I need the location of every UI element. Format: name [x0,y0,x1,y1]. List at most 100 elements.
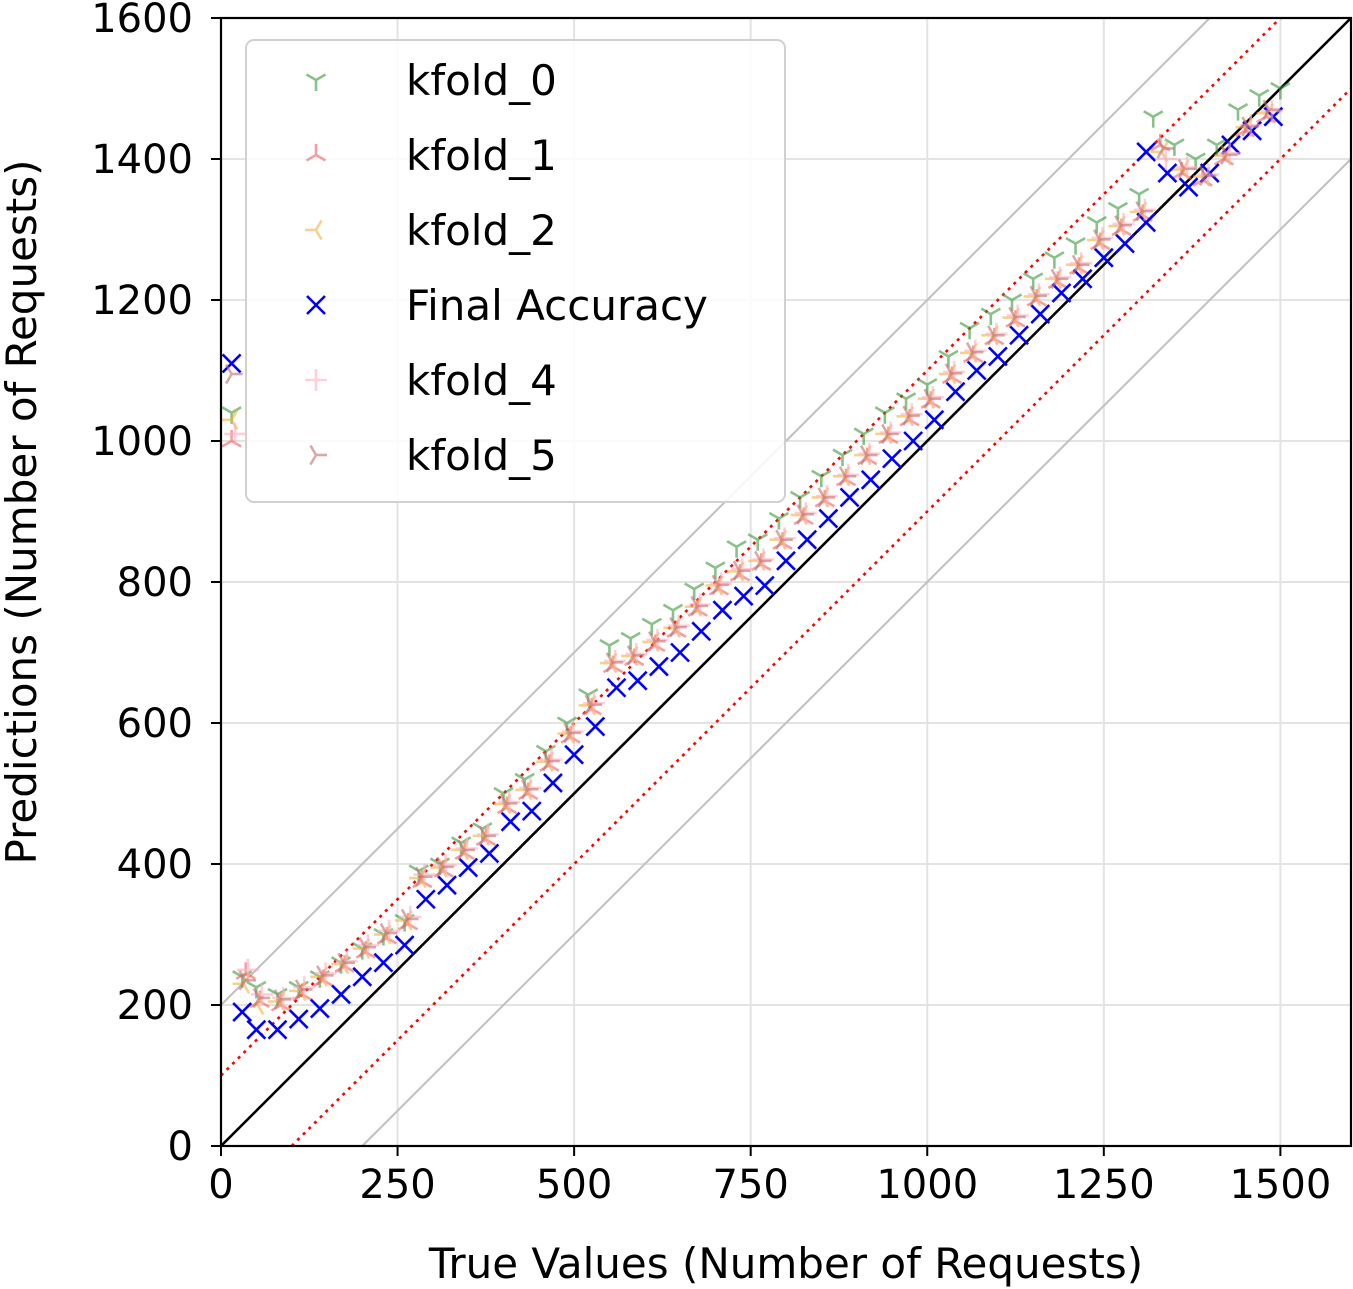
data-point [881,423,899,445]
data-point [874,406,896,424]
data-point [796,504,814,525]
legend-label: kfold_4 [406,356,557,405]
data-point [662,603,684,622]
data-point [945,381,966,402]
data-point [710,572,733,595]
reference-line [290,87,1352,1147]
data-point [860,469,881,490]
data-point [543,773,563,793]
legend-marker-glyph [309,444,327,466]
y-tick-label: 1200 [91,278,193,324]
legend-label: Final Accuracy [406,281,708,330]
data-point [688,593,711,616]
data-point [542,750,560,772]
data-point [314,962,337,985]
data-point [1156,138,1175,159]
data-point [246,1019,267,1040]
data-point [987,346,1008,367]
data-point [1112,212,1135,235]
data-point [648,631,666,652]
data-point [924,409,945,430]
series-4 [224,100,1283,1009]
data-point [667,614,690,637]
data-point [585,716,606,737]
data-point [775,529,793,550]
x-tick-label: 1000 [876,1162,978,1208]
data-point [1093,247,1114,268]
legend-marker [305,219,323,241]
legend-marker-glyph [305,144,327,162]
data-point [479,843,500,864]
x-tick-label: 500 [536,1162,612,1208]
data-point [540,748,563,771]
data-point [455,837,478,860]
data-point [1220,144,1238,165]
data-point [221,430,242,448]
data-point [1239,114,1262,137]
x-tick-label: 1250 [1053,1162,1155,1208]
data-point [378,919,401,942]
data-point [1241,116,1259,137]
data-point [224,363,243,385]
y-tick-label: 1000 [91,419,193,465]
data-point [499,793,518,814]
data-point [500,811,521,832]
y-tick-label: 1600 [91,0,193,42]
data-point [1023,272,1044,290]
data-point [1091,226,1114,249]
data-point [335,950,358,973]
data-point [753,550,772,572]
data-point [1136,142,1157,162]
data-point [705,561,726,579]
data-point [599,638,620,657]
data-point [895,392,917,410]
data-point [238,970,257,991]
legend-marker-glyph [305,369,327,391]
data-point [980,307,1001,326]
data-point [563,722,581,744]
reference-line [220,17,1352,1147]
data-point [690,595,709,617]
y-axis-title: Predictions (Number of Requests) [0,159,46,864]
data-point [818,508,839,529]
data-point [520,779,539,800]
data-point [1227,103,1249,121]
y-tick-label: 1400 [91,137,193,183]
data-point [768,511,790,530]
data-point [641,617,662,636]
legend-marker [305,73,327,91]
data-point [1128,187,1150,206]
data-point [1027,283,1050,306]
reference-lines [220,17,1352,1147]
data-point [1260,100,1283,123]
y-tick-label: 400 [117,842,193,888]
data-point [252,987,271,1009]
data-point [817,487,836,508]
data-point [711,574,730,595]
data-point [747,533,768,551]
data-point [436,856,454,877]
data-point [309,998,330,1019]
axis-ticks: 0 250 500 750 1000 1250 1500 0 200 400 600 800 1000 1… [91,0,1331,1208]
data-point [669,616,687,638]
data-point [853,427,874,445]
data-point [1249,88,1270,107]
data-point [236,958,259,981]
data-point [373,952,394,973]
data-point [923,388,942,409]
y-tick-label: 800 [117,560,193,606]
data-point [965,341,984,363]
data-point [273,989,292,1010]
data-point [646,628,669,651]
data-point [838,466,857,487]
data-point [859,444,878,466]
data-point [358,937,377,958]
data-point [221,353,242,374]
data-point [944,363,963,384]
data-point [561,720,584,743]
data-point [288,1009,309,1030]
legend-label: kfold_0 [406,56,557,105]
data-point [1050,268,1069,290]
data-point [733,586,754,607]
